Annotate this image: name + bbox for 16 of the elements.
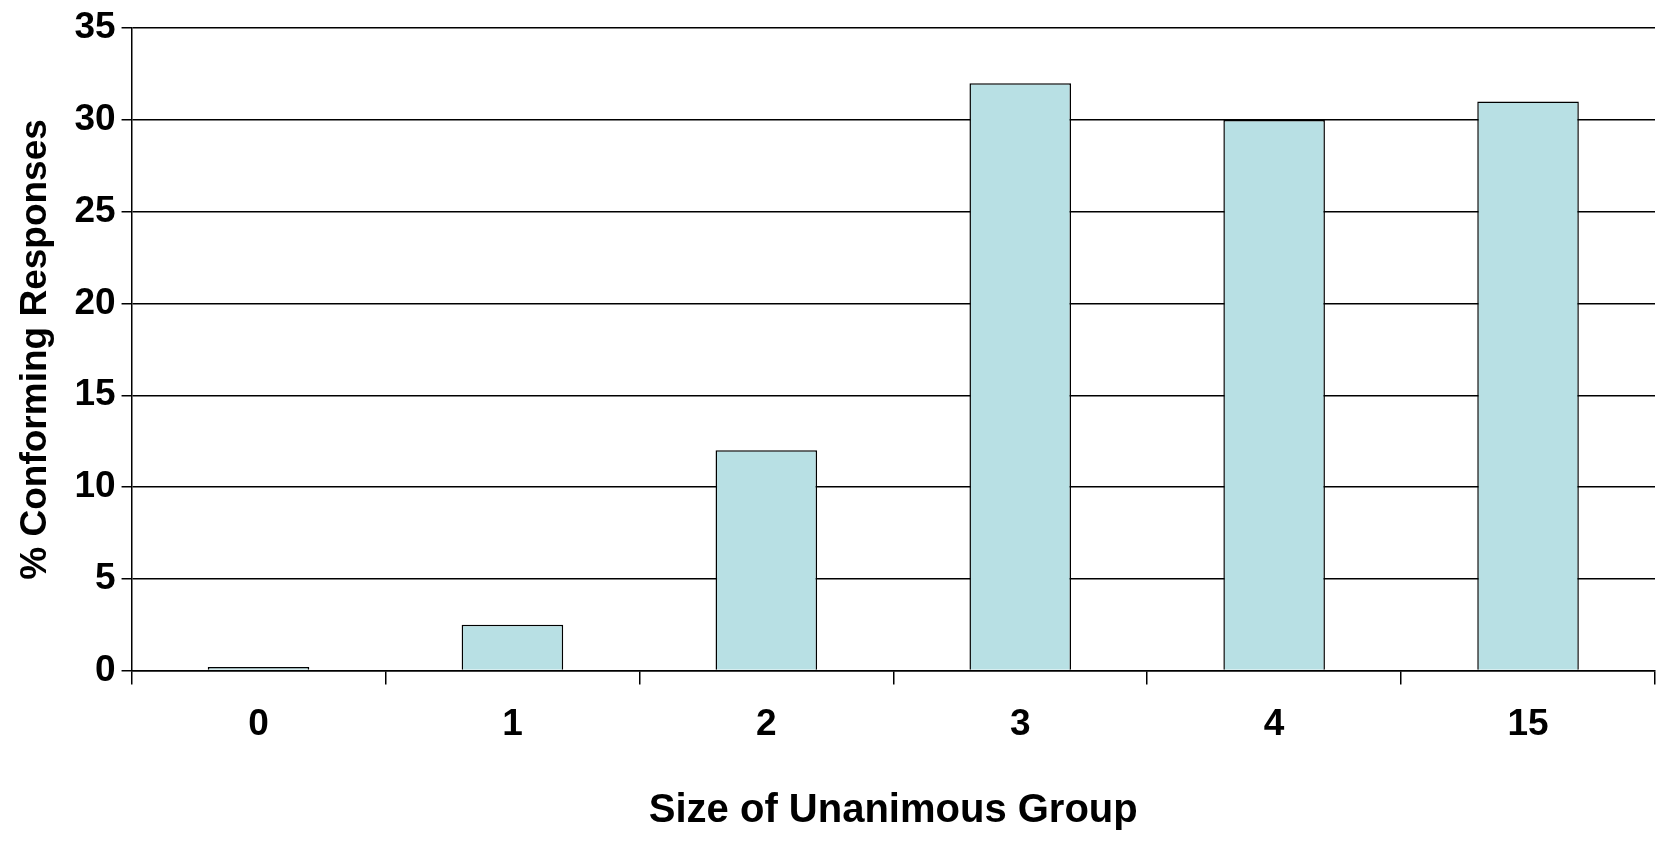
y-tick-label: 0 (94, 647, 116, 689)
x-tick-label: 2 (756, 702, 777, 743)
x-tick-label: 4 (1263, 702, 1285, 743)
y-axis-title: % Conforming Responses (13, 119, 55, 580)
y-tick-label: 30 (74, 97, 116, 139)
x-tick-label: 15 (1507, 702, 1549, 743)
y-tick-label: 35 (74, 5, 116, 47)
y-tick-label: 25 (74, 188, 116, 230)
x-tick-label: 1 (502, 702, 523, 743)
y-tick-label: 10 (74, 464, 116, 506)
y-tick-label: 5 (94, 556, 116, 598)
x-axis-title: Size of Unanimous Group (648, 786, 1138, 831)
x-tick-label: 0 (248, 702, 269, 743)
y-tick-label: 20 (74, 280, 116, 322)
y-tick-label: 15 (74, 372, 116, 414)
x-tick-label: 3 (1009, 702, 1031, 743)
